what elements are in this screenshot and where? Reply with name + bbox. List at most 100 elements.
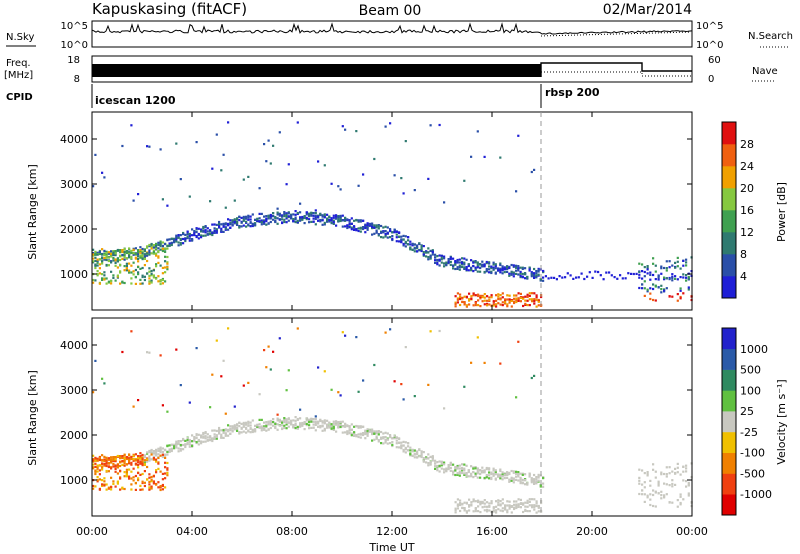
power-cell	[110, 250, 113, 253]
power-cell	[535, 276, 538, 279]
velocity-cell	[328, 426, 331, 429]
velocity-cell	[375, 437, 378, 440]
power-cell	[407, 243, 410, 246]
power-cell	[94, 250, 97, 253]
velocity-cell	[224, 432, 227, 435]
velocity-cell	[386, 432, 389, 435]
nsky-bottom-tick: 10^0	[61, 40, 88, 51]
cpid-row: CPID icescan 1200 rbsp 200	[6, 84, 600, 108]
velocity-cell	[663, 482, 666, 485]
power-cell	[641, 287, 644, 290]
velocity-cell	[146, 460, 149, 463]
power-cell	[148, 251, 151, 254]
power-cell	[267, 222, 270, 225]
power-cell	[454, 261, 457, 264]
velocity-cell	[443, 471, 446, 474]
velocity-cell	[508, 507, 511, 510]
velocity-cell	[260, 418, 263, 421]
velocity-cell	[492, 473, 495, 476]
velocity-cell	[139, 473, 142, 476]
power-cell	[517, 269, 520, 272]
velocity-cell	[276, 419, 279, 422]
power-cell	[137, 265, 140, 269]
velocity-cell	[283, 419, 286, 422]
power-cell	[175, 236, 178, 239]
velocity-cell	[488, 468, 491, 471]
velocity-scatter	[92, 327, 693, 514]
velocity-cell	[263, 425, 266, 428]
power-cell	[193, 234, 196, 237]
velocity-cell	[96, 459, 99, 462]
velocity-cell	[101, 462, 104, 465]
power-cell	[483, 155, 486, 158]
power-cell	[416, 247, 419, 250]
velocity-cell	[114, 485, 117, 488]
power-cell	[125, 251, 128, 255]
power-cell	[483, 263, 486, 266]
velocity-cell	[263, 349, 266, 352]
power-cell	[139, 267, 142, 270]
power-cell	[150, 269, 153, 273]
velocity-cell	[445, 469, 448, 472]
velocity-cell	[506, 500, 509, 503]
power-cell	[447, 261, 450, 264]
velocity-cell	[454, 501, 457, 504]
power-cell	[166, 261, 169, 264]
power-cell	[355, 218, 358, 222]
power-cell	[155, 277, 158, 280]
velocity-cell	[141, 481, 144, 485]
power-cell	[168, 242, 171, 245]
power-cell	[490, 294, 493, 297]
velocity-cell	[191, 434, 194, 437]
power-cell	[121, 249, 124, 252]
freq-strip: Freq. [MHz] 18 8 60 0 Nave	[4, 55, 778, 85]
power-cell	[164, 266, 167, 269]
power-cell	[157, 241, 160, 244]
power-cell	[465, 268, 468, 271]
velocity-cell	[508, 500, 511, 503]
nave-top-tick: 60	[708, 55, 721, 66]
power-cell	[148, 280, 151, 283]
velocity-cell	[452, 473, 455, 476]
power-cell	[393, 174, 396, 177]
velocity-cell	[121, 459, 124, 463]
velocity-cell	[287, 425, 290, 428]
velocity-cell	[474, 500, 477, 503]
power-cell	[197, 227, 200, 230]
velocity-cell	[499, 477, 502, 480]
power-cell	[481, 260, 484, 263]
power-cell	[400, 238, 403, 241]
nsky-label: N.Sky	[6, 32, 34, 43]
velocity-cell	[146, 452, 149, 455]
velocity-cell	[420, 454, 423, 457]
velocity-cell	[96, 457, 99, 460]
power-cell	[123, 258, 126, 261]
velocity-cell	[377, 433, 380, 436]
power-cell	[366, 228, 369, 231]
velocity-cell	[245, 423, 248, 426]
power-cell	[123, 254, 126, 257]
power-cell	[296, 219, 299, 222]
power-cell	[416, 250, 419, 253]
velocity-cell	[474, 467, 477, 470]
power-cell	[161, 272, 164, 275]
power-cell	[265, 223, 268, 226]
velocity-cell	[101, 454, 104, 457]
power-cell	[110, 280, 113, 283]
power-cell	[504, 298, 507, 301]
power-cell	[166, 244, 169, 248]
power-cell	[269, 162, 272, 165]
velocity-cell	[229, 429, 232, 432]
power-cell	[161, 266, 164, 269]
velocity-cell	[125, 468, 128, 471]
power-cell	[179, 234, 182, 237]
power-cell	[519, 292, 522, 295]
power-cell	[459, 303, 462, 307]
power-cell	[537, 273, 540, 276]
power-cell	[452, 267, 455, 270]
power-cell	[312, 214, 315, 217]
velocity-cell	[366, 432, 369, 435]
power-cell	[317, 215, 320, 218]
power-cell	[177, 244, 180, 247]
power-cell	[456, 297, 459, 300]
